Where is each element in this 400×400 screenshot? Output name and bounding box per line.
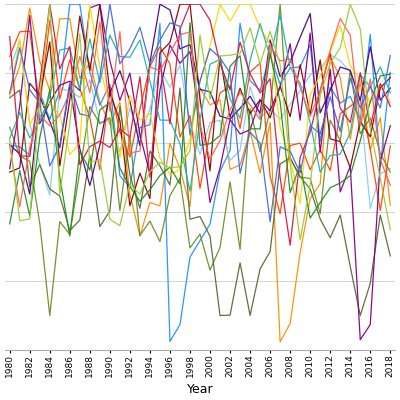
X-axis label: Year: Year (187, 383, 213, 396)
